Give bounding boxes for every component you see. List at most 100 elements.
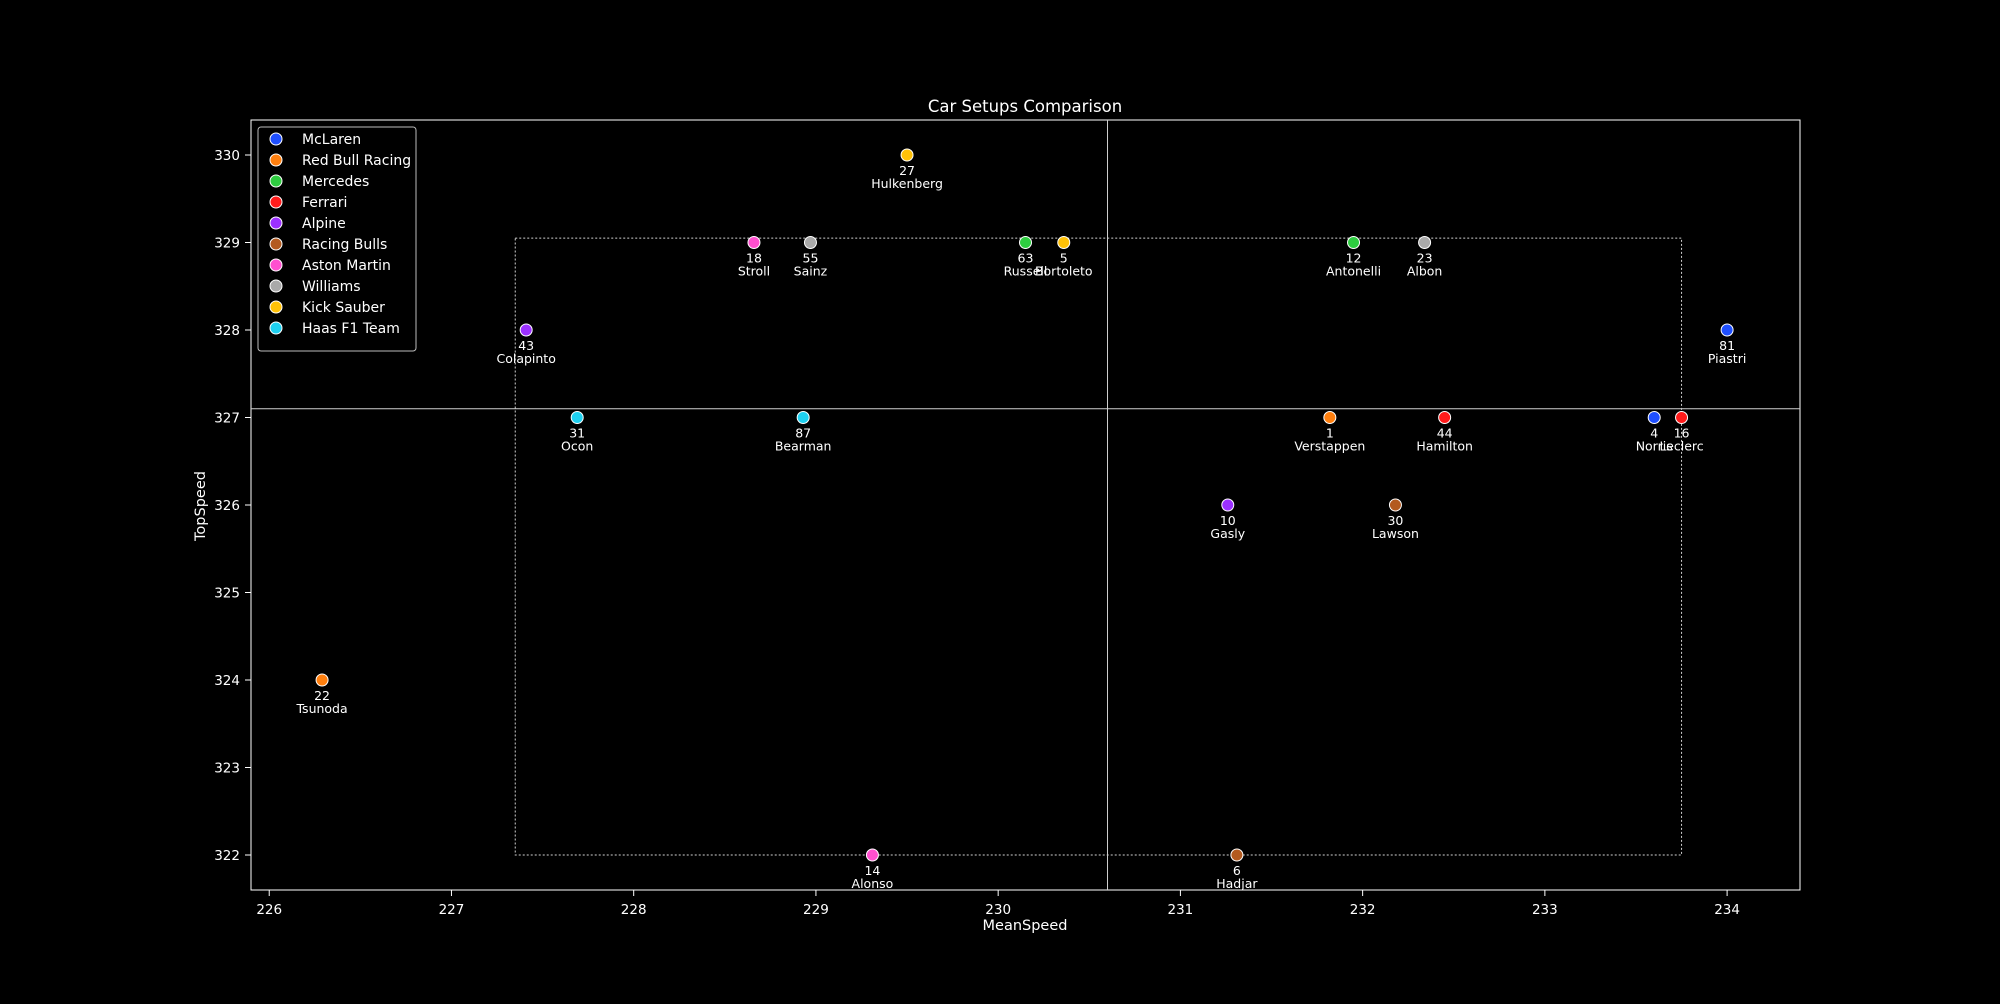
point-number-label: 27 bbox=[899, 163, 915, 178]
x-tick-label: 232 bbox=[1350, 902, 1376, 918]
y-tick-label: 325 bbox=[214, 586, 240, 602]
data-point bbox=[1057, 236, 1071, 249]
point-number-label: 55 bbox=[803, 251, 819, 266]
point-driver-label: Tsunoda bbox=[295, 701, 347, 716]
data-point bbox=[519, 323, 533, 337]
legend-entry-label: Williams bbox=[302, 279, 361, 295]
point-number-label: 1 bbox=[1326, 426, 1334, 441]
point-driver-label: Gasly bbox=[1210, 526, 1245, 541]
data-point bbox=[1323, 411, 1337, 424]
point-number-label: 10 bbox=[1220, 513, 1236, 528]
point-driver-label: Antonelli bbox=[1326, 264, 1381, 279]
x-tick-label: 231 bbox=[1168, 902, 1194, 918]
legend-entry-label: Mercedes bbox=[302, 174, 369, 190]
data-point bbox=[1418, 236, 1432, 249]
point-number-label: 22 bbox=[314, 688, 330, 703]
point-number-label: 23 bbox=[1417, 251, 1433, 266]
point-number-label: 18 bbox=[746, 251, 762, 266]
legend-entry-label: Red Bull Racing bbox=[302, 153, 411, 169]
point-number-label: 14 bbox=[864, 863, 880, 878]
y-tick-label: 330 bbox=[214, 148, 240, 164]
point-driver-label: Lawson bbox=[1372, 526, 1419, 541]
y-tick-label: 323 bbox=[214, 761, 240, 777]
legend-marker bbox=[269, 300, 283, 314]
x-tick-label: 233 bbox=[1532, 902, 1558, 918]
legend-entry-label: Racing Bulls bbox=[302, 237, 387, 253]
point-number-label: 81 bbox=[1719, 338, 1735, 353]
x-tick-label: 227 bbox=[439, 902, 465, 918]
x-tick-label: 230 bbox=[985, 902, 1011, 918]
point-number-label: 6 bbox=[1233, 863, 1241, 878]
point-number-label: 4 bbox=[1650, 426, 1658, 441]
point-driver-label: Sainz bbox=[794, 264, 828, 279]
data-point bbox=[1230, 848, 1244, 862]
y-tick-label: 324 bbox=[214, 673, 240, 689]
point-number-label: 44 bbox=[1437, 426, 1453, 441]
legend-marker bbox=[269, 237, 283, 251]
legend-marker bbox=[269, 258, 283, 272]
data-point bbox=[1347, 236, 1361, 249]
data-point bbox=[1221, 498, 1235, 512]
point-number-label: 5 bbox=[1060, 251, 1068, 266]
x-tick-label: 234 bbox=[1714, 902, 1740, 918]
point-number-label: 12 bbox=[1346, 251, 1362, 266]
x-axis-label: MeanSpeed bbox=[983, 918, 1068, 934]
data-point bbox=[1019, 236, 1032, 249]
data-point bbox=[1438, 411, 1452, 424]
legend-entry-label: Haas F1 Team bbox=[302, 321, 400, 337]
point-number-label: 16 bbox=[1674, 426, 1690, 441]
chart-title: Car Setups Comparison bbox=[928, 97, 1122, 116]
point-driver-label: Hamilton bbox=[1416, 439, 1473, 454]
point-driver-label: Ocon bbox=[561, 439, 593, 454]
point-number-label: 43 bbox=[518, 338, 534, 353]
legend-entry-label: McLaren bbox=[302, 132, 361, 148]
legend: McLaren Red Bull Racing Mercedes Ferrari Alp… bbox=[257, 126, 417, 352]
point-driver-label: Colapinto bbox=[496, 351, 555, 366]
legend-marker bbox=[269, 195, 283, 209]
plot-area: 226 227 228 229 230 231 232 233 2343223233243253… bbox=[214, 119, 1801, 918]
data-point bbox=[865, 848, 879, 862]
point-driver-label: Stroll bbox=[738, 264, 770, 279]
point-driver-label: Leclerc bbox=[1659, 439, 1703, 454]
x-tick-label: 228 bbox=[621, 902, 647, 918]
data-point bbox=[570, 411, 584, 424]
legend-marker bbox=[269, 132, 283, 146]
legend-marker bbox=[269, 279, 283, 293]
point-driver-label: Russell bbox=[1004, 264, 1048, 279]
legend-marker bbox=[269, 216, 283, 230]
point-number-label: 63 bbox=[1018, 251, 1034, 266]
legend-marker bbox=[269, 174, 283, 188]
x-tick-label: 229 bbox=[803, 902, 829, 918]
data-point bbox=[1647, 411, 1661, 424]
y-tick-label: 326 bbox=[214, 498, 240, 514]
point-driver-label: Hulkenberg bbox=[871, 176, 943, 191]
point-number-label: 87 bbox=[795, 426, 811, 441]
data-point bbox=[1675, 411, 1689, 424]
data-point bbox=[803, 236, 817, 249]
y-tick-label: 327 bbox=[214, 411, 240, 427]
point-driver-label: Verstappen bbox=[1294, 439, 1365, 454]
point-driver-label: Hadjar bbox=[1216, 876, 1258, 891]
point-driver-label: Alonso bbox=[852, 876, 894, 891]
data-point bbox=[1388, 498, 1402, 512]
legend-entry-label: Ferrari bbox=[302, 195, 347, 211]
y-tick-label: 328 bbox=[214, 323, 240, 339]
plot-frame bbox=[250, 119, 1801, 891]
y-axis-label: TopSpeed bbox=[193, 471, 209, 542]
data-point bbox=[796, 411, 810, 424]
y-tick-label: 329 bbox=[214, 236, 240, 252]
data-point bbox=[1720, 323, 1734, 337]
data-point bbox=[747, 236, 761, 249]
legend-marker bbox=[269, 153, 283, 167]
point-driver-label: Bortoleto bbox=[1035, 264, 1093, 279]
data-point bbox=[900, 148, 914, 162]
y-tick-label: 322 bbox=[214, 848, 240, 864]
point-driver-label: Albon bbox=[1407, 264, 1443, 279]
point-driver-label: Piastri bbox=[1708, 351, 1746, 366]
legend-entry-label: Alpine bbox=[302, 216, 346, 232]
legend-entry-label: Kick Sauber bbox=[302, 300, 385, 316]
point-driver-label: Bearman bbox=[775, 439, 832, 454]
legend-frame bbox=[257, 126, 417, 352]
